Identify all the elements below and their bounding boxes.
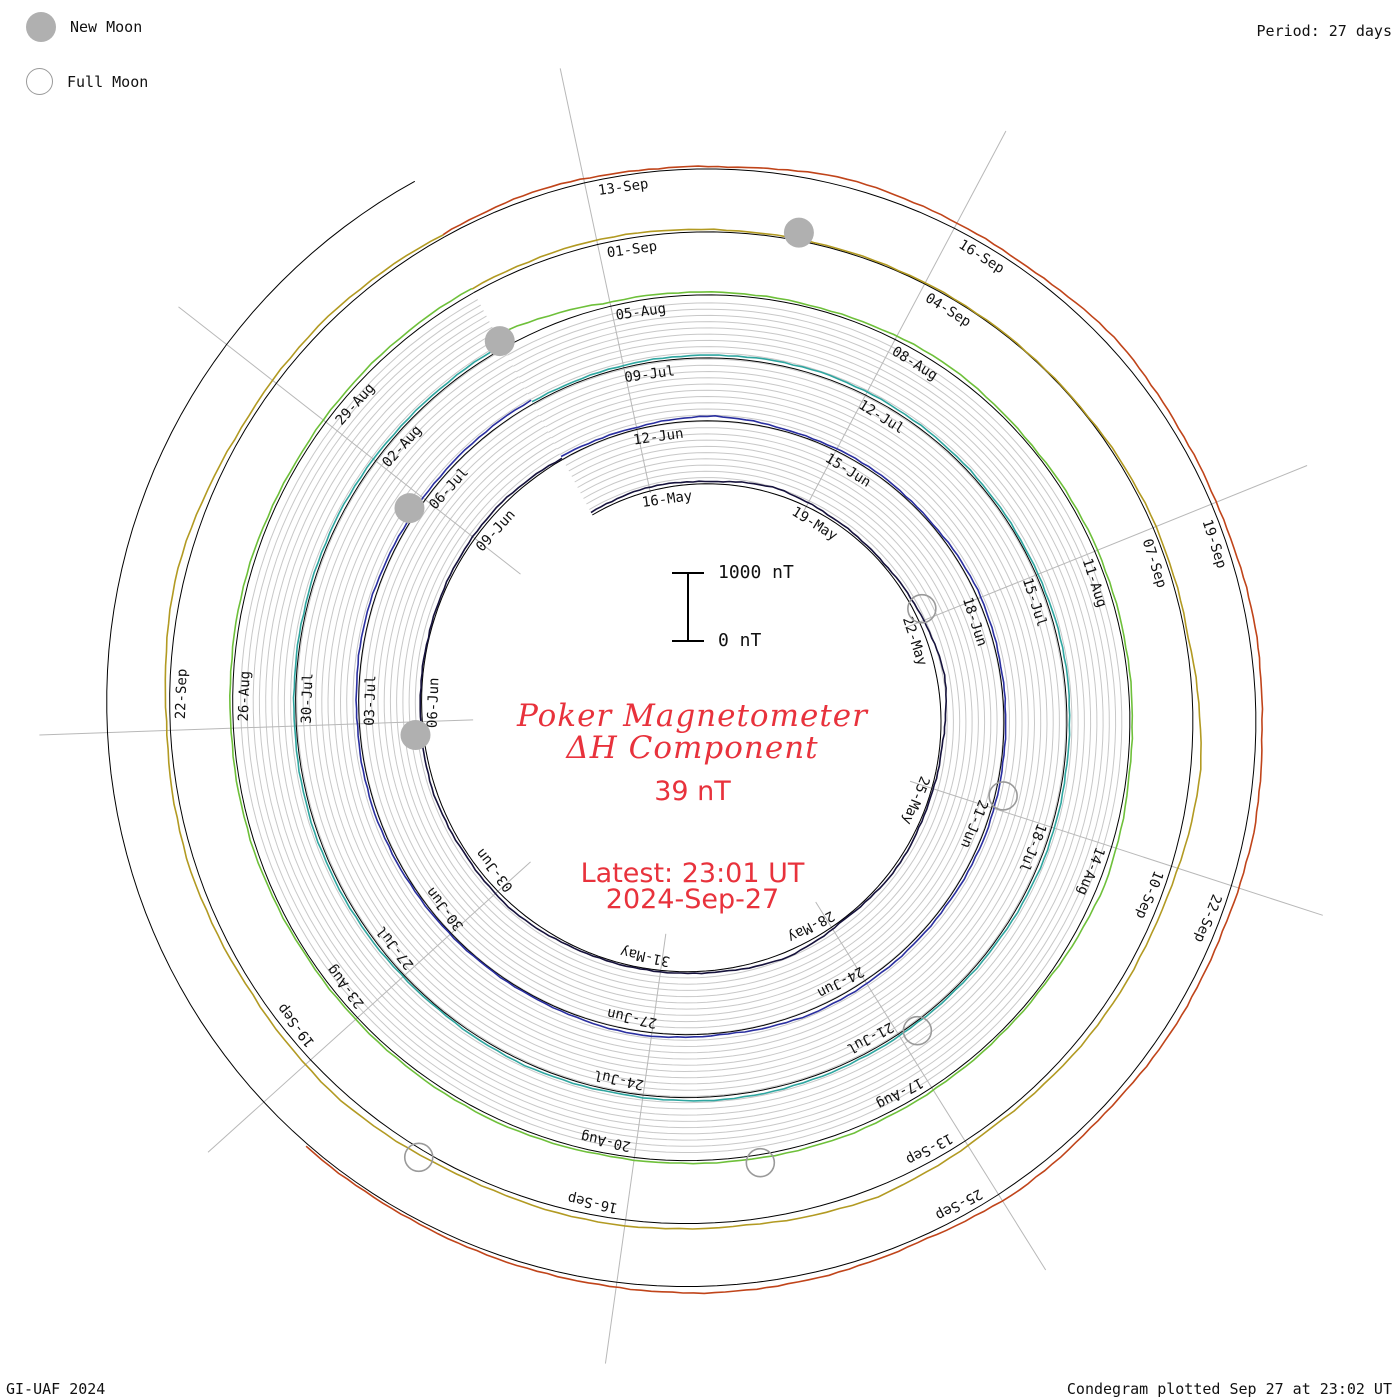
cycle-baseline (169, 231, 1194, 1224)
full-moon-icon (26, 68, 53, 95)
date-label: 09-Jul (623, 363, 675, 386)
radial-spoke (604, 933, 667, 1364)
grid-ring (383, 425, 979, 1010)
latest-date: 2024-Sep-27 (605, 884, 780, 915)
cycle-baseline (106, 168, 1257, 1287)
cycle-trace-3 (292, 344, 1071, 1102)
new-moon-marker (394, 493, 425, 524)
cycle-baseline (232, 292, 1131, 1162)
new-moon-icon (26, 12, 56, 42)
cycle-trace-6 (305, 165, 1264, 1295)
grid-ring (396, 436, 967, 998)
cycle-baseline (358, 403, 1005, 1036)
date-label: 16-Sep (566, 1190, 619, 1216)
date-label: 07-Sep (1139, 537, 1170, 590)
grid-ring (246, 304, 1117, 1147)
date-label: 26-Aug (236, 671, 254, 722)
date-label: 18-Jun (959, 595, 990, 648)
full-moon-marker (988, 781, 1018, 811)
current-value: 39 nT (654, 776, 731, 807)
footer-credit: GI-UAF 2024 (6, 1380, 106, 1398)
scale-top-label: 1000 nT (718, 562, 794, 583)
grid-ring (339, 387, 1023, 1054)
cycle-baseline (421, 458, 942, 973)
grid-ring (327, 376, 1036, 1066)
cycle-trace-4 (228, 287, 1134, 1165)
grid-ring (352, 398, 1011, 1041)
full-moon-marker (745, 1147, 776, 1178)
grid-ring (414, 453, 948, 979)
cycle-trace-5 (164, 228, 1202, 1230)
grid-ring (371, 414, 992, 1023)
full-moon-marker (907, 593, 937, 624)
grid-ring (277, 332, 1085, 1116)
date-label: 13-Sep (597, 176, 649, 199)
scale-bottom-label: 0 nT (718, 630, 762, 651)
grid-ring (333, 381, 1029, 1060)
full-moon-marker (403, 1142, 434, 1173)
date-label: 27-Jun (606, 1005, 659, 1031)
date-label: 05-Aug (615, 301, 667, 324)
cycle-baseline (295, 347, 1068, 1099)
legend-full-moon: Full Moon (26, 68, 148, 95)
grid-ring (358, 403, 1004, 1035)
period-label: Period: 27 days (1256, 22, 1392, 40)
grid-ring (283, 337, 1079, 1110)
latest-time: Latest: 23:01 UT (580, 858, 805, 889)
grid-ring (271, 326, 1092, 1122)
new-moon-marker (484, 326, 515, 357)
footer-plotted: Condegram plotted Sep 27 at 23:02 UT (1066, 1380, 1392, 1398)
radial-spoke (39, 719, 474, 736)
grid-ring (346, 392, 1017, 1048)
legend-full-moon-label: Full Moon (67, 72, 149, 91)
cycle-trace-1 (419, 457, 948, 975)
radial-spoke (207, 861, 531, 1153)
grid-ring (265, 321, 1098, 1129)
date-label: 06-Jun (425, 677, 443, 728)
grid-ring (252, 310, 1110, 1141)
legend-new-moon-label: New Moon (70, 18, 143, 36)
date-label: 03-Jul (362, 675, 380, 726)
grid-ring (377, 420, 986, 1016)
date-label: 22-Sep (1191, 892, 1225, 945)
date-label: 19-Sep (1199, 517, 1230, 570)
new-moon-marker (783, 217, 814, 248)
radial-spoke (904, 465, 1308, 629)
date-label: 22-Sep (173, 668, 191, 719)
date-label: 16-May (641, 488, 693, 511)
grid-ring (302, 354, 1060, 1091)
grid-ring (408, 447, 954, 985)
grid-ring (315, 365, 1048, 1079)
radial-spoke (815, 901, 1047, 1271)
grid-ring (290, 343, 1073, 1104)
cycle-trace-2 (355, 399, 1007, 1039)
date-label: 12-Jun (632, 426, 684, 449)
full-moon-marker (902, 1015, 933, 1046)
radial-spoke (559, 68, 651, 493)
date-label: 24-Jul (593, 1066, 646, 1092)
date-label: 30-Jul (299, 673, 317, 724)
radial-spoke (178, 306, 521, 575)
title-line2: ΔH Component (566, 730, 819, 766)
grid-ring (240, 299, 1123, 1153)
new-moon-marker (400, 719, 431, 750)
grid-ring (258, 315, 1104, 1135)
grid-ring (321, 370, 1042, 1073)
grid-ring (389, 431, 973, 1004)
legend-new-moon: New Moon (26, 12, 142, 42)
grid-ring (308, 359, 1054, 1085)
grid-ring (296, 348, 1067, 1097)
date-label: 01-Sep (606, 238, 658, 261)
date-label: 11-Aug (1079, 556, 1110, 609)
grid-ring (364, 409, 998, 1029)
date-label: 09-Jun (473, 507, 519, 555)
grid-ring (402, 442, 961, 991)
title-line1: Poker Magnetometer (517, 698, 868, 734)
